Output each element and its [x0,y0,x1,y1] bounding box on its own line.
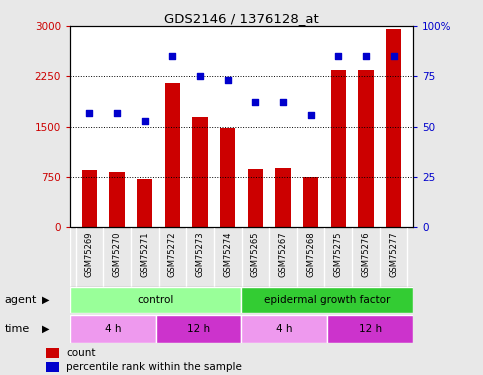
Text: GSM75274: GSM75274 [223,232,232,277]
Bar [358,70,373,227]
Bar [327,315,413,343]
Text: 4 h: 4 h [105,324,121,334]
Bar [137,179,152,227]
Text: GSM75271: GSM75271 [140,232,149,277]
Bar [165,83,180,227]
Bar [46,348,59,358]
Text: GSM75268: GSM75268 [306,232,315,277]
Point [141,117,149,123]
Text: GSM75273: GSM75273 [196,232,204,277]
Text: 12 h: 12 h [187,324,210,334]
Point [279,99,287,105]
Text: GSM75269: GSM75269 [85,232,94,277]
Text: GSM75276: GSM75276 [361,232,370,277]
Bar [303,177,318,227]
Bar [70,315,156,343]
Text: percentile rank within the sample: percentile rank within the sample [66,362,242,372]
Text: GSM75265: GSM75265 [251,232,260,277]
Point [307,111,314,117]
Point [113,110,121,116]
Text: agent: agent [5,295,37,305]
Text: GSM75270: GSM75270 [113,232,122,277]
Bar [242,315,327,343]
Bar [46,362,59,372]
Text: control: control [138,295,174,305]
Point [362,53,370,59]
Point [196,74,204,80]
Text: epidermal growth factor: epidermal growth factor [264,295,390,305]
Text: ▶: ▶ [42,295,50,305]
Bar [220,128,235,227]
Text: GSM75277: GSM75277 [389,232,398,277]
Bar [386,29,401,227]
Bar [248,169,263,227]
Text: GSM75267: GSM75267 [279,232,287,277]
Bar [110,172,125,227]
Point [252,99,259,105]
Title: GDS2146 / 1376128_at: GDS2146 / 1376128_at [164,12,319,25]
Text: 4 h: 4 h [276,324,293,334]
Text: GSM75272: GSM75272 [168,232,177,277]
Bar [192,117,208,227]
Text: time: time [5,324,30,334]
Point [169,53,176,59]
Bar [331,70,346,227]
Point [85,110,93,116]
Bar [275,168,291,227]
Point [390,53,398,59]
Bar [242,287,413,313]
Bar [156,315,242,343]
Text: count: count [66,348,96,358]
Bar [70,287,242,313]
Point [334,53,342,59]
Text: ▶: ▶ [42,324,50,334]
Bar [82,170,97,227]
Point [224,77,231,83]
Text: 12 h: 12 h [358,324,382,334]
Text: GSM75275: GSM75275 [334,232,343,277]
